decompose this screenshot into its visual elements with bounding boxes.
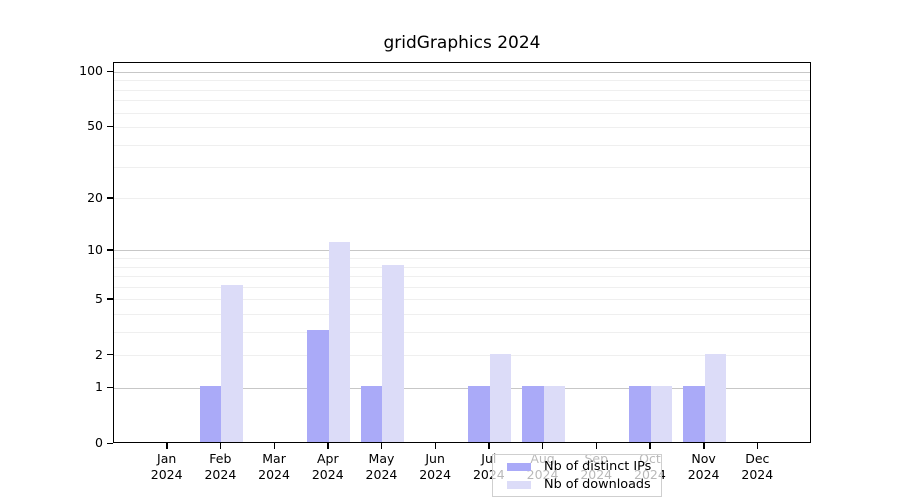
bar-downloads-nov xyxy=(704,353,727,442)
chart-title: gridGraphics 2024 xyxy=(383,33,541,53)
x-tick-mark xyxy=(649,443,651,449)
x-tick-month: Nov xyxy=(691,451,716,466)
y-tick-label: 1 xyxy=(95,379,103,395)
x-tick-month: Jan xyxy=(157,451,177,466)
x-tick-label-nov: Nov 2024 xyxy=(674,451,734,483)
x-tick-month: Mar xyxy=(262,451,286,466)
minor-gridline xyxy=(114,313,810,315)
x-tick-year: 2024 xyxy=(311,467,344,482)
bar-downloads-feb xyxy=(221,285,243,442)
x-tick-mark xyxy=(327,443,329,449)
x-tick-label-feb: Feb 2024 xyxy=(190,451,250,483)
minor-gridline xyxy=(114,89,810,91)
legend-swatch xyxy=(507,480,531,489)
y-tick-label: 2 xyxy=(95,346,103,362)
minor-gridline xyxy=(114,100,810,102)
y-tick-label: 0 xyxy=(95,435,103,450)
minor-gridline xyxy=(114,286,810,288)
legend-label: Nb of distinct IPs xyxy=(544,459,652,474)
minor-gridline xyxy=(114,144,810,146)
bar-distinct-ips-oct xyxy=(629,386,651,442)
y-tick-label: 5 xyxy=(95,290,103,306)
bar-distinct-ips-feb xyxy=(199,386,222,442)
x-tick-month: Feb xyxy=(209,451,232,466)
x-tick-mark xyxy=(756,443,759,449)
x-tick-label-dec: Dec 2024 xyxy=(727,451,787,483)
minor-gridline xyxy=(114,276,810,278)
bar-distinct-ips-aug xyxy=(522,386,544,442)
y-tick-mark xyxy=(107,249,113,251)
minor-gridline xyxy=(114,198,810,200)
minor-gridline xyxy=(114,80,810,82)
minor-gridline xyxy=(114,126,810,128)
x-tick-mark xyxy=(488,443,490,449)
x-tick-month: Dec xyxy=(745,451,770,466)
y-tick-label: 10 xyxy=(87,241,103,257)
y-tick-mark xyxy=(107,354,113,356)
x-tick-month: Jun xyxy=(425,451,445,466)
x-tick-mark xyxy=(434,443,437,449)
y-tick-label: 20 xyxy=(87,189,103,205)
bar-distinct-ips-nov xyxy=(683,386,705,442)
legend-item: Nb of distinct IPs xyxy=(501,459,653,474)
x-tick-year: 2024 xyxy=(365,467,398,482)
legend-swatch xyxy=(507,462,531,471)
minor-gridline xyxy=(114,266,810,268)
y-tick-mark xyxy=(107,197,113,199)
y-tick-label: 100 xyxy=(79,63,103,79)
minor-gridline xyxy=(114,355,810,357)
plot-area: Nb of distinct IPs Nb of downloads xyxy=(113,62,811,497)
x-tick-label-jan: Jan 2024 xyxy=(137,451,197,483)
bar-distinct-ips-jul xyxy=(468,386,490,442)
legend: Nb of distinct IPs Nb of downloads xyxy=(492,454,662,497)
x-tick-label-may: May 2024 xyxy=(351,451,411,483)
major-gridline xyxy=(114,71,810,73)
y-tick-mark xyxy=(107,386,113,389)
y-tick-mark xyxy=(107,70,113,73)
x-tick-year: 2024 xyxy=(419,467,452,482)
major-gridline xyxy=(114,250,810,252)
minor-gridline xyxy=(114,258,810,260)
x-tick-month: May xyxy=(368,451,395,466)
minor-gridline xyxy=(114,112,810,114)
y-tick-mark xyxy=(107,298,113,300)
x-tick-year: 2024 xyxy=(204,467,237,482)
x-tick-year: 2024 xyxy=(258,467,290,482)
minor-gridline xyxy=(114,299,810,301)
bar-downloads-may xyxy=(382,265,404,442)
legend-item: Nb of downloads xyxy=(501,477,653,492)
minor-gridline xyxy=(114,331,810,333)
x-tick-mark xyxy=(166,443,168,449)
bar-downloads-jul xyxy=(489,353,512,442)
x-tick-mark xyxy=(542,443,544,449)
x-tick-label-apr: Apr 2024 xyxy=(298,451,358,483)
x-tick-month: Apr xyxy=(316,451,339,466)
x-tick-label-mar: Mar 2024 xyxy=(244,451,304,483)
x-tick-label-jun: Jun 2024 xyxy=(405,451,465,483)
x-tick-mark xyxy=(595,443,598,449)
x-tick-mark xyxy=(703,443,705,449)
bar-distinct-ips-may xyxy=(360,386,383,442)
bar-downloads-apr xyxy=(328,241,351,442)
x-tick-mark xyxy=(273,443,275,449)
major-gridline xyxy=(114,387,810,389)
y-tick-mark xyxy=(107,125,113,128)
bar-downloads-oct xyxy=(650,386,673,442)
x-tick-year: 2024 xyxy=(150,467,183,482)
x-tick-mark xyxy=(219,443,222,449)
y-tick-mark xyxy=(107,442,113,444)
legend-label: Nb of downloads xyxy=(544,477,651,492)
bar-distinct-ips-apr xyxy=(307,330,329,442)
x-tick-year: 2024 xyxy=(741,467,774,482)
bar-downloads-aug xyxy=(543,386,566,442)
x-tick-year: 2024 xyxy=(687,467,720,482)
y-tick-label: 50 xyxy=(87,118,103,134)
x-tick-mark xyxy=(380,443,383,449)
minor-gridline xyxy=(114,167,810,169)
